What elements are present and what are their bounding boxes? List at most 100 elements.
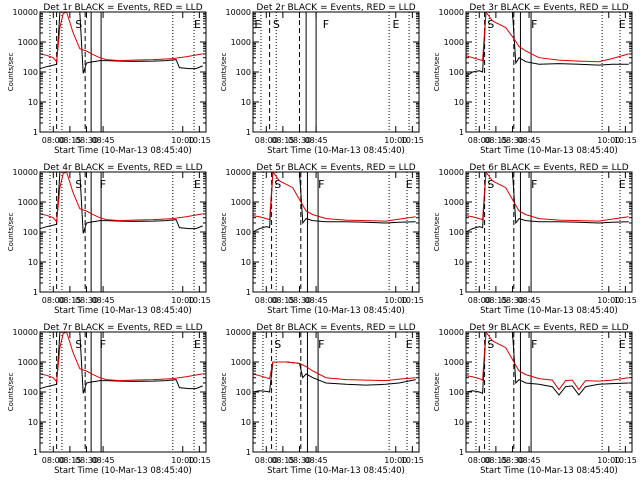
y-tick-label: 1000 [18, 358, 38, 367]
y-tick-label: 10000 [439, 328, 464, 337]
y-tick-label: 1000 [444, 38, 464, 47]
x-tick-label: 08:45 [305, 136, 328, 145]
y-tick-label: 1000 [444, 358, 464, 367]
x-tick-label: 08:30 [288, 296, 311, 305]
flag-label: E [406, 178, 413, 191]
events-series-line [253, 361, 416, 393]
flag-label: S [75, 338, 82, 351]
lld-series-line [40, 332, 203, 383]
y-axis-label: Counts/sec [220, 213, 228, 252]
panel-title: Det 5r BLACK = Events, RED = LLD [256, 163, 415, 173]
panel-7: Det 7r BLACK = Events, RED = LLD S F E 1 10 10… [7, 323, 211, 476]
x-tick-label: 10:00 [384, 136, 407, 145]
y-axis-label: Counts/sec [433, 373, 441, 412]
x-tick-label: 08:15 [484, 456, 507, 465]
x-tick-label: 08:45 [92, 296, 115, 305]
flag-label: F [531, 18, 537, 31]
x-tick-label: 08:45 [518, 296, 541, 305]
x-tick-label: 10:15 [188, 136, 211, 145]
flag-label: F [100, 338, 106, 351]
x-tick-label: 08:00 [255, 456, 278, 465]
y-tick-label: 10000 [226, 8, 251, 17]
y-tick-label: 1000 [231, 358, 251, 367]
y-tick-label: 100 [236, 68, 251, 77]
flag-label: F [318, 178, 324, 191]
y-axis-label: Counts/sec [220, 53, 228, 92]
x-tick-label: 08:00 [468, 136, 491, 145]
y-tick-label: 10000 [226, 168, 251, 177]
x-tick-label: 08:30 [501, 136, 524, 145]
y-tick-label: 10 [241, 98, 251, 107]
y-tick-label: 1 [33, 288, 38, 297]
y-tick-label: 10000 [439, 168, 464, 177]
x-tick-label: 08:00 [42, 456, 65, 465]
events-series-line [466, 332, 629, 396]
events-series-line [40, 172, 203, 234]
x-tick-label: 08:45 [92, 456, 115, 465]
x-tick-label: 08:15 [271, 136, 294, 145]
flag-label: S [273, 18, 280, 31]
y-tick-label: 1 [33, 128, 38, 137]
y-axis-label: Counts/sec [220, 373, 228, 412]
x-tick-label: 08:00 [42, 296, 65, 305]
panel-8: Det 8r BLACK = Events, RED = LLD S F E 1 10 10… [220, 323, 424, 476]
y-tick-label: 100 [23, 228, 38, 237]
x-tick-label: 10:15 [614, 296, 637, 305]
y-tick-label: 1 [459, 128, 464, 137]
panel-title: Det 3r BLACK = Events, RED = LLD [469, 3, 628, 13]
y-tick-label: 10 [28, 258, 38, 267]
panel-1: Det 1r BLACK = Events, RED = LLD S E 1 10 100… [7, 3, 211, 156]
events-series-line [466, 172, 629, 233]
x-tick-label: 10:00 [384, 456, 407, 465]
y-tick-label: 1000 [444, 198, 464, 207]
x-tick-label: 10:00 [597, 296, 620, 305]
flag-label: E [194, 18, 201, 31]
y-tick-label: 1 [246, 288, 251, 297]
lld-series-line [40, 12, 203, 63]
x-tick-label: 10:15 [401, 136, 424, 145]
y-axis-label: Counts/sec [7, 373, 15, 412]
y-tick-label: 10 [28, 98, 38, 107]
x-axis-label: Start Time (10-Mar-13 08:45:40) [54, 466, 192, 476]
panel-title: Det 4r BLACK = Events, RED = LLD [43, 163, 202, 173]
y-tick-label: 100 [449, 228, 464, 237]
panel-3: Det 3r BLACK = Events, RED = LLD S F E 1 10 10… [433, 3, 637, 156]
x-tick-label: 10:00 [597, 456, 620, 465]
panel-title: Det 9r BLACK = Events, RED = LLD [469, 323, 628, 333]
panel-title: Det 6r BLACK = Events, RED = LLD [469, 163, 628, 173]
y-tick-label: 100 [23, 388, 38, 397]
x-tick-label: 08:45 [518, 136, 541, 145]
flag-label: E [619, 178, 626, 191]
y-tick-label: 100 [449, 68, 464, 77]
lld-series-line [466, 332, 629, 391]
x-tick-label: 10:00 [171, 296, 194, 305]
flag-label: E [406, 338, 413, 351]
x-tick-label: 08:45 [92, 136, 115, 145]
events-series-line [40, 12, 203, 74]
plot-frame [39, 11, 207, 133]
flag-label: S [75, 18, 82, 31]
x-tick-label: 08:30 [75, 136, 98, 145]
flag-label: S [274, 338, 281, 351]
y-tick-label: 10000 [13, 8, 38, 17]
y-tick-label: 10000 [13, 168, 38, 177]
y-tick-label: 1 [246, 448, 251, 457]
x-axis-label: Start Time (10-Mar-13 08:45:40) [480, 306, 618, 316]
events-series-line [40, 332, 203, 394]
y-tick-label: 100 [449, 388, 464, 397]
x-tick-label: 08:15 [58, 136, 81, 145]
y-tick-label: 10000 [13, 328, 38, 337]
panel-6: Det 6r BLACK = Events, RED = LLD S F E 1 10 10… [433, 163, 637, 316]
x-tick-label: 08:30 [501, 456, 524, 465]
y-tick-label: 10 [454, 418, 464, 427]
x-tick-label: 08:45 [305, 296, 328, 305]
x-axis-label: Start Time (10-Mar-13 08:45:40) [54, 146, 192, 156]
lld-series-line [466, 12, 629, 63]
x-tick-label: 10:15 [614, 456, 637, 465]
x-tick-label: 08:00 [255, 136, 278, 145]
y-tick-label: 1000 [18, 38, 38, 47]
x-tick-label: 08:00 [255, 296, 278, 305]
x-tick-label: 08:15 [484, 136, 507, 145]
flag-label: E [194, 178, 201, 191]
